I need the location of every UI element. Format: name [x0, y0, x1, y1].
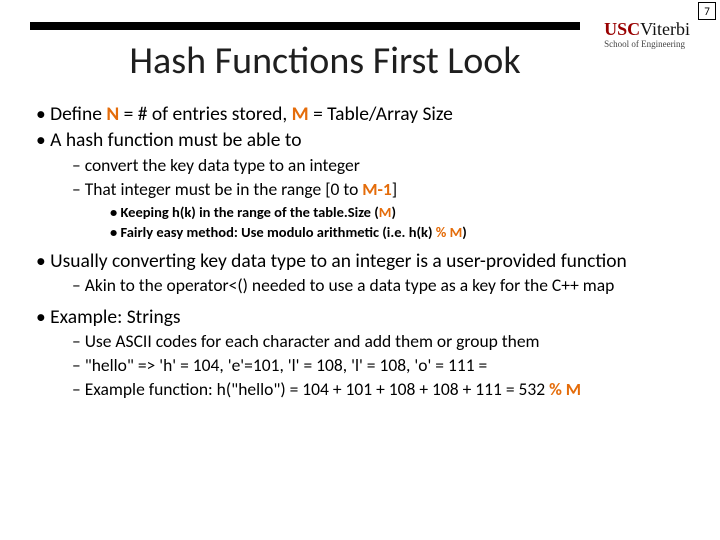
bullet-ascii: Use ASCII codes for each character and a… [30, 331, 700, 353]
slide-content: Define N = # of entries stored, M = Tabl… [30, 102, 700, 403]
bullet-convert-int: convert the key data type to an integer [30, 155, 700, 177]
text: convert the key data type to an integer [85, 154, 360, 176]
bullet-hash-fn: A hash function must be able to [30, 128, 700, 152]
slide-title: Hash Functions First Look [0, 38, 720, 84]
bullet-keeping: Keeping h(k) in the range of the table.S… [30, 203, 700, 221]
logo-viterbi: Viterbi [640, 19, 690, 39]
bullet-user-provided: Usually converting key data type to an i… [30, 249, 700, 273]
text: ) [462, 223, 467, 241]
text: That integer must be in the range [0 to [85, 178, 363, 200]
bullet-operator: Akin to the operator<() needed to use a … [30, 275, 700, 297]
bullet-example: Example: Strings [30, 305, 700, 329]
text: "hello" => 'h' = 104, 'e'=101, 'l' = 108… [85, 354, 488, 376]
logo-main: USCViterbi [604, 20, 690, 38]
bullet-hello-codes: "hello" => 'h' = 104, 'e'=101, 'l' = 108… [30, 355, 700, 377]
bullet-hello-sum: Example function: h("hello") = 104 + 101… [30, 379, 700, 401]
bullet-range: That integer must be in the range [0 to … [30, 179, 700, 201]
text: ) [391, 203, 396, 221]
highlight-N: N [106, 102, 119, 126]
text: Usually converting key data type to an i… [50, 249, 627, 273]
text: Keeping h(k) in the range of the table.S… [121, 203, 379, 221]
page-number: 7 [698, 2, 716, 20]
text: Fairly easy method: Use modulo arithmeti… [121, 223, 436, 241]
highlight-mod-M: % M [436, 223, 463, 241]
highlight-M: M [292, 102, 309, 126]
text: = # of entries stored, [119, 102, 291, 126]
text: Akin to the operator<() needed to use a … [85, 274, 615, 296]
bullet-modulo: Fairly easy method: Use modulo arithmeti… [30, 223, 700, 241]
highlight-M: M [379, 203, 392, 221]
text: Define [50, 102, 106, 126]
highlight-M-1: M-1 [362, 178, 392, 200]
text: Use ASCII codes for each character and a… [85, 330, 540, 352]
highlight-mod-M: % M [549, 378, 581, 400]
text: A hash function must be able to [50, 128, 301, 152]
logo-usc: USC [604, 19, 640, 39]
text: ] [392, 178, 397, 200]
text: = Table/Array Size [309, 102, 453, 126]
header-bar [30, 22, 580, 30]
bullet-define: Define N = # of entries stored, M = Tabl… [30, 102, 700, 126]
text: Example: Strings [50, 305, 180, 329]
page-number-value: 7 [704, 5, 710, 18]
text: Example function: h("hello") = 104 + 101… [85, 378, 549, 400]
